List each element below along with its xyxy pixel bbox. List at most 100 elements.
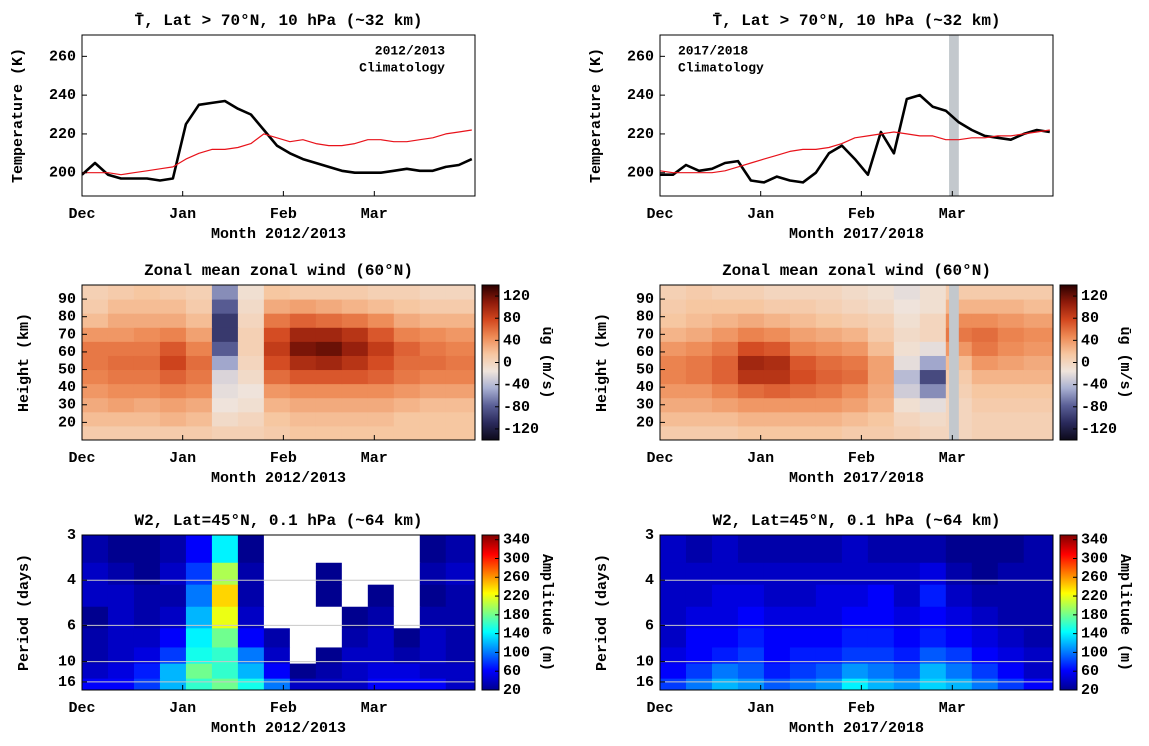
heat-cell	[1023, 327, 1053, 342]
heat-cell	[919, 646, 947, 664]
heat-cell	[341, 397, 369, 413]
heat-cell	[737, 383, 765, 399]
heat-cell	[660, 535, 687, 563]
plot-area	[82, 99, 473, 182]
heat-cell	[997, 327, 1025, 342]
heat-cell	[315, 425, 343, 440]
heat-cell	[289, 678, 317, 690]
heat-cell	[82, 627, 109, 648]
heat-cell	[107, 313, 135, 328]
heat-cell	[660, 584, 687, 607]
heat-cell	[841, 411, 869, 427]
y-axis-label: Temperature (K)	[588, 48, 605, 183]
heat-cell	[133, 397, 161, 413]
heat-cell	[315, 383, 343, 399]
heat-cell	[660, 299, 687, 314]
heat-cell	[107, 341, 135, 356]
heat-cell	[815, 663, 843, 679]
heat-cell	[919, 383, 947, 399]
y-axis-label: Height (km)	[594, 313, 611, 412]
heat-cell	[341, 299, 369, 314]
heat-cell	[763, 562, 791, 585]
heat-cell	[737, 313, 765, 328]
heat-cell	[315, 411, 343, 427]
heat-cell	[367, 369, 395, 385]
heat-cell	[867, 606, 895, 629]
heat-cell	[737, 646, 765, 664]
heat-cell	[893, 299, 921, 314]
heat-cell	[237, 606, 265, 629]
x-tick-label: Jan	[169, 450, 196, 467]
heat-cell	[237, 627, 265, 648]
heat-cell	[945, 535, 973, 563]
heat-cell	[289, 355, 317, 371]
heat-cell	[211, 584, 239, 607]
heat-cell	[660, 285, 687, 300]
heat-cell	[997, 383, 1025, 399]
heat-cell	[393, 411, 421, 427]
heat-cell	[867, 313, 895, 328]
y-tick-label: 4	[67, 572, 76, 589]
heat-cell	[107, 627, 135, 648]
heat-cell	[263, 383, 291, 399]
y-tick-label: 90	[636, 291, 654, 308]
x-tick-label: Feb	[848, 700, 875, 717]
y-tick-label: 90	[58, 291, 76, 308]
heat-cell	[685, 327, 713, 342]
heat-cell	[971, 663, 999, 679]
y-axis-label: Temperature (K)	[10, 48, 27, 183]
heat-cell	[237, 678, 265, 690]
colorbar-tick-label: 60	[503, 663, 521, 680]
colorbar-label: Amplitude (m)	[1116, 554, 1133, 671]
heat-cell	[971, 425, 999, 440]
colorbar	[481, 534, 500, 691]
heat-cell	[815, 299, 843, 314]
heat-cell	[789, 355, 817, 371]
heat-cell	[841, 355, 869, 371]
heat-cell	[393, 606, 421, 629]
heat-cell	[945, 663, 973, 679]
heat-cell	[211, 313, 239, 328]
heat-cell	[445, 584, 475, 607]
heat-cell	[763, 327, 791, 342]
heat-cell	[107, 663, 135, 679]
heat-cell	[1023, 606, 1053, 629]
heat-cell	[289, 397, 317, 413]
heat-cell	[237, 327, 265, 342]
heat-cell	[841, 397, 869, 413]
chart-title: T̄, Lat > 70°N, 10 hPa (~32 km)	[134, 11, 422, 30]
heat-cell	[211, 369, 239, 385]
heat-cell	[107, 425, 135, 440]
heat-cell	[711, 646, 739, 664]
heat-cell	[82, 646, 109, 664]
x-tick-label: Mar	[939, 700, 966, 717]
heat-cell	[445, 397, 475, 413]
heat-cell	[107, 327, 135, 342]
heat-cell	[919, 327, 947, 342]
heat-cell	[185, 606, 213, 629]
heat-cell	[711, 341, 739, 356]
colorbar-tick-label: 60	[1081, 663, 1099, 680]
heat-cell	[419, 327, 447, 342]
y-tick-label: 40	[58, 379, 76, 396]
heat-cell	[867, 341, 895, 356]
heat-cell	[997, 678, 1025, 690]
heat-cell	[133, 646, 161, 664]
heat-cell	[685, 383, 713, 399]
heat-cell	[763, 355, 791, 371]
heat-cell	[159, 341, 187, 356]
heat-cell	[367, 535, 395, 563]
x-tick-label: Mar	[939, 450, 966, 467]
heat-cell	[737, 355, 765, 371]
heat-cell	[789, 313, 817, 328]
heat-cell	[367, 327, 395, 342]
heat-cell	[815, 327, 843, 342]
heat-cell	[763, 285, 791, 300]
heat-cell	[185, 299, 213, 314]
heat-cell	[263, 646, 291, 664]
x-axis-label: Month 2012/2013	[211, 226, 346, 243]
colorbar-tick-label: 80	[503, 310, 521, 327]
heat-cell	[660, 397, 687, 413]
heat-cell	[893, 355, 921, 371]
heat-cell	[789, 535, 817, 563]
